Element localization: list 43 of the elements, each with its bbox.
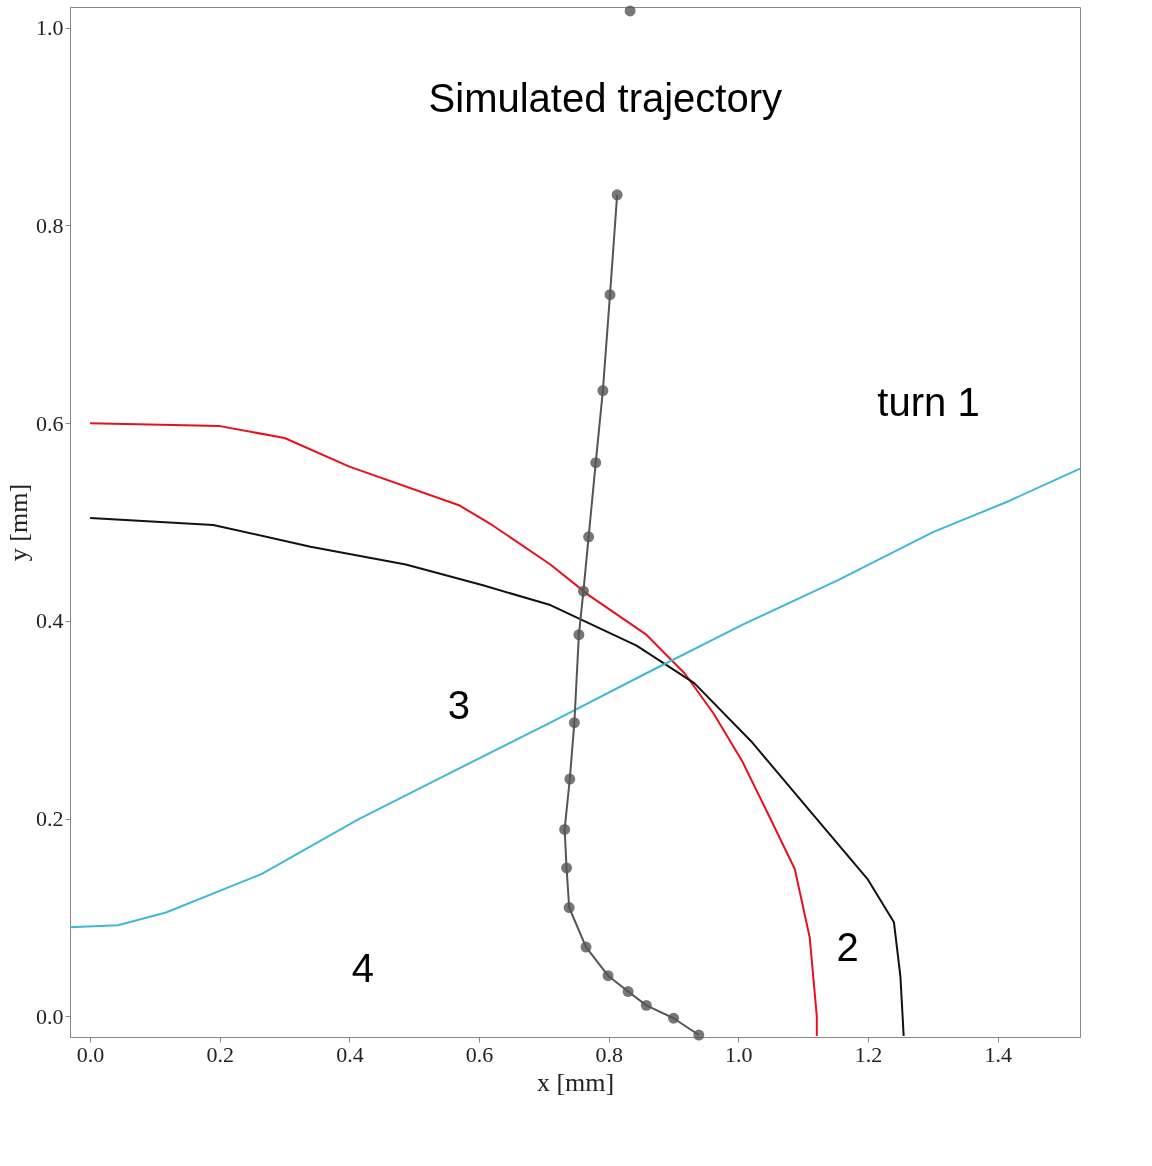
point <box>668 1012 680 1024</box>
point <box>568 717 580 729</box>
x-tick-label: 0.0 <box>76 1041 105 1067</box>
point <box>622 986 634 997</box>
point <box>597 385 609 396</box>
y-tick-label: 0.2 <box>36 806 64 832</box>
x-tick-label: 0.4 <box>336 1041 364 1067</box>
y-tick-label: 0.8 <box>36 212 64 238</box>
y-tick-label: 0.6 <box>36 410 64 436</box>
point <box>583 531 595 543</box>
point <box>590 457 602 469</box>
x-tick-label: 0.8 <box>595 1041 623 1067</box>
point <box>640 999 652 1011</box>
point <box>624 5 636 17</box>
point <box>564 773 576 785</box>
point <box>563 902 575 913</box>
y-axis-title: y [mm] <box>4 483 33 562</box>
point <box>611 189 623 201</box>
point <box>573 629 585 641</box>
x-tick-label: 1.4 <box>984 1041 1012 1067</box>
x-tick-label: 1.2 <box>854 1041 883 1067</box>
point <box>602 970 614 982</box>
line-series <box>89 422 818 1038</box>
annotation: 3 <box>447 683 470 728</box>
x-tick-label: 1.0 <box>725 1041 753 1067</box>
annotation: Simulated trajectory <box>428 75 783 120</box>
annotation: 4 <box>351 946 375 991</box>
point <box>693 1029 705 1041</box>
line-series <box>69 467 1081 929</box>
y-tick-label: 1.0 <box>36 15 64 41</box>
line-series <box>89 517 905 1038</box>
point <box>577 585 589 597</box>
point <box>559 823 571 835</box>
annotation: 2 <box>836 925 859 970</box>
x-tick-label: 0.6 <box>465 1041 494 1067</box>
x-tick-label: 0.2 <box>206 1041 234 1067</box>
annotation: turn 1 <box>877 379 980 424</box>
point <box>580 941 592 953</box>
point <box>604 289 616 301</box>
y-tick-label: 0.4 <box>36 608 64 634</box>
y-tick-label: 0.0 <box>36 1003 64 1029</box>
x-axis-title: x [mm] <box>536 1067 615 1097</box>
point <box>561 862 573 874</box>
